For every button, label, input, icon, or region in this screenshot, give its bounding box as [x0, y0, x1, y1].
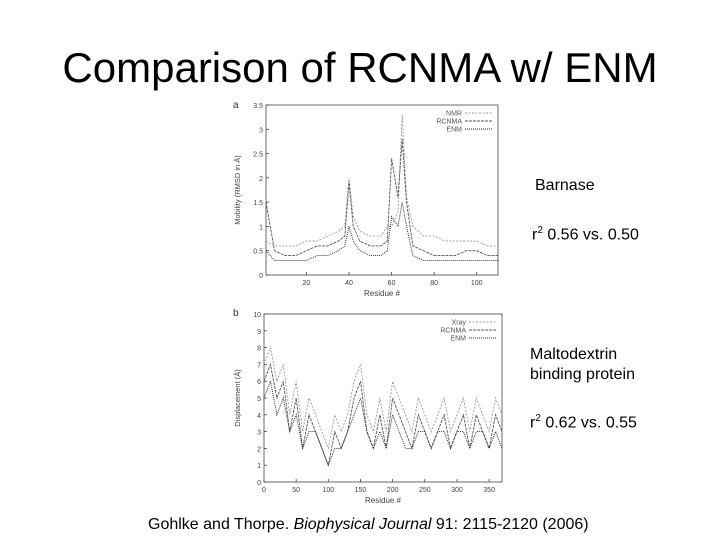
- r2-values: 0.56 vs. 0.50: [542, 226, 639, 244]
- x-tick-label: 20: [303, 280, 311, 287]
- y-tick-label: 1.5: [253, 200, 263, 207]
- barnase-mobility-chart: a 0 0.5 1 1.5 2 2.5 3 3.5 20 40 60 80 100 Residue # Mob…: [230, 98, 520, 300]
- y-tick-label: 10: [253, 312, 261, 319]
- r-symbol: r: [532, 226, 538, 244]
- y-tick-label: 9: [257, 329, 261, 336]
- x-tick-label: 60: [388, 280, 396, 287]
- y-tick-label: 0.5: [253, 249, 263, 256]
- barnase-r2-stat: r2 0.56 vs. 0.50: [532, 221, 639, 245]
- x-axis-label: Residue #: [364, 289, 401, 298]
- y-axis-label: Mobility (RMSD in Å): [233, 155, 242, 225]
- legend-label: Xray: [452, 320, 467, 327]
- series-line-rcnma: [263, 362, 503, 467]
- y-tick-label: 2: [257, 446, 261, 453]
- citation: Gohlke and Thorpe. Biophysical Journal 9…: [148, 516, 589, 534]
- y-tick-label: 1: [259, 224, 263, 231]
- series-line-enm: [263, 379, 503, 467]
- plot-frame: [263, 313, 503, 483]
- y-tick-label: 0: [259, 273, 263, 280]
- series-line-xray: [263, 345, 503, 451]
- y-tick-label: 2.5: [253, 152, 263, 159]
- citation-details: 91: 2115-2120 (2006): [431, 516, 589, 533]
- y-tick-label: 2: [259, 176, 263, 183]
- x-tick-label: 40: [345, 280, 353, 287]
- legend-label: NMR: [446, 111, 462, 118]
- x-tick-label: 50: [292, 487, 300, 494]
- series-line-enm: [265, 202, 498, 261]
- barnase-caption: Barnase: [535, 177, 595, 194]
- legend-label: ENM: [446, 127, 462, 134]
- r2-superscript: 2: [537, 225, 543, 236]
- x-tick-label: 300: [451, 487, 463, 494]
- series-line-rcnma: [265, 138, 498, 257]
- legend-label: RCNMA: [436, 119, 462, 126]
- y-tick-label: 4: [257, 413, 261, 420]
- x-tick-label: 80: [430, 280, 438, 287]
- y-tick-label: 0: [257, 480, 261, 487]
- x-tick-label: 150: [355, 487, 367, 494]
- legend-label: ENM: [450, 336, 466, 343]
- y-tick-label: 1: [257, 463, 261, 470]
- x-axis-label: Residue #: [365, 496, 402, 505]
- y-tick-label: 3.5: [253, 103, 263, 110]
- x-tick-label: 100: [471, 280, 483, 287]
- slide-title: Comparison of RCNMA w/ ENM: [62, 44, 658, 91]
- y-tick-label: 8: [257, 346, 261, 353]
- y-tick-label: 6: [257, 379, 261, 386]
- x-tick-label: 250: [419, 487, 431, 494]
- legend-label: RCNMA: [440, 328, 466, 335]
- citation-journal: Biophysical Journal: [293, 516, 432, 533]
- maltodextrin-r2-stat: r2 0.62 vs. 0.55: [530, 409, 637, 433]
- maltodextrin-displacement-chart: b 0 1 2 3 4 5 6 7 8 9 10 0 50 100 150 200 250 300 350 Residu…: [230, 306, 520, 506]
- y-tick-label: 3: [259, 127, 263, 134]
- series-line-nmr: [265, 114, 498, 247]
- r-symbol: r: [530, 414, 536, 432]
- x-tick-label: 350: [483, 487, 495, 494]
- y-axis-label: Displacement (Å): [233, 369, 242, 427]
- r2-values: 0.62 vs. 0.55: [540, 414, 637, 432]
- r2-superscript: 2: [535, 413, 541, 424]
- y-tick-label: 7: [257, 362, 261, 369]
- panel-label: a: [233, 100, 239, 111]
- x-tick-label: 200: [387, 487, 399, 494]
- x-tick-label: 100: [322, 487, 334, 494]
- panel-label: b: [233, 308, 239, 319]
- chart-a-svg: a 0 0.5 1 1.5 2 2.5 3 3.5 20 40 60 80 100 Residue # Mob…: [233, 100, 499, 298]
- y-tick-label: 5: [257, 396, 261, 403]
- plot-frame: [265, 104, 499, 276]
- x-tick-label: 0: [262, 487, 266, 494]
- citation-authors: Gohlke and Thorpe.: [148, 516, 294, 533]
- y-tick-label: 3: [257, 430, 261, 437]
- maltodextrin-caption: Maltodextrin binding protein: [530, 346, 635, 383]
